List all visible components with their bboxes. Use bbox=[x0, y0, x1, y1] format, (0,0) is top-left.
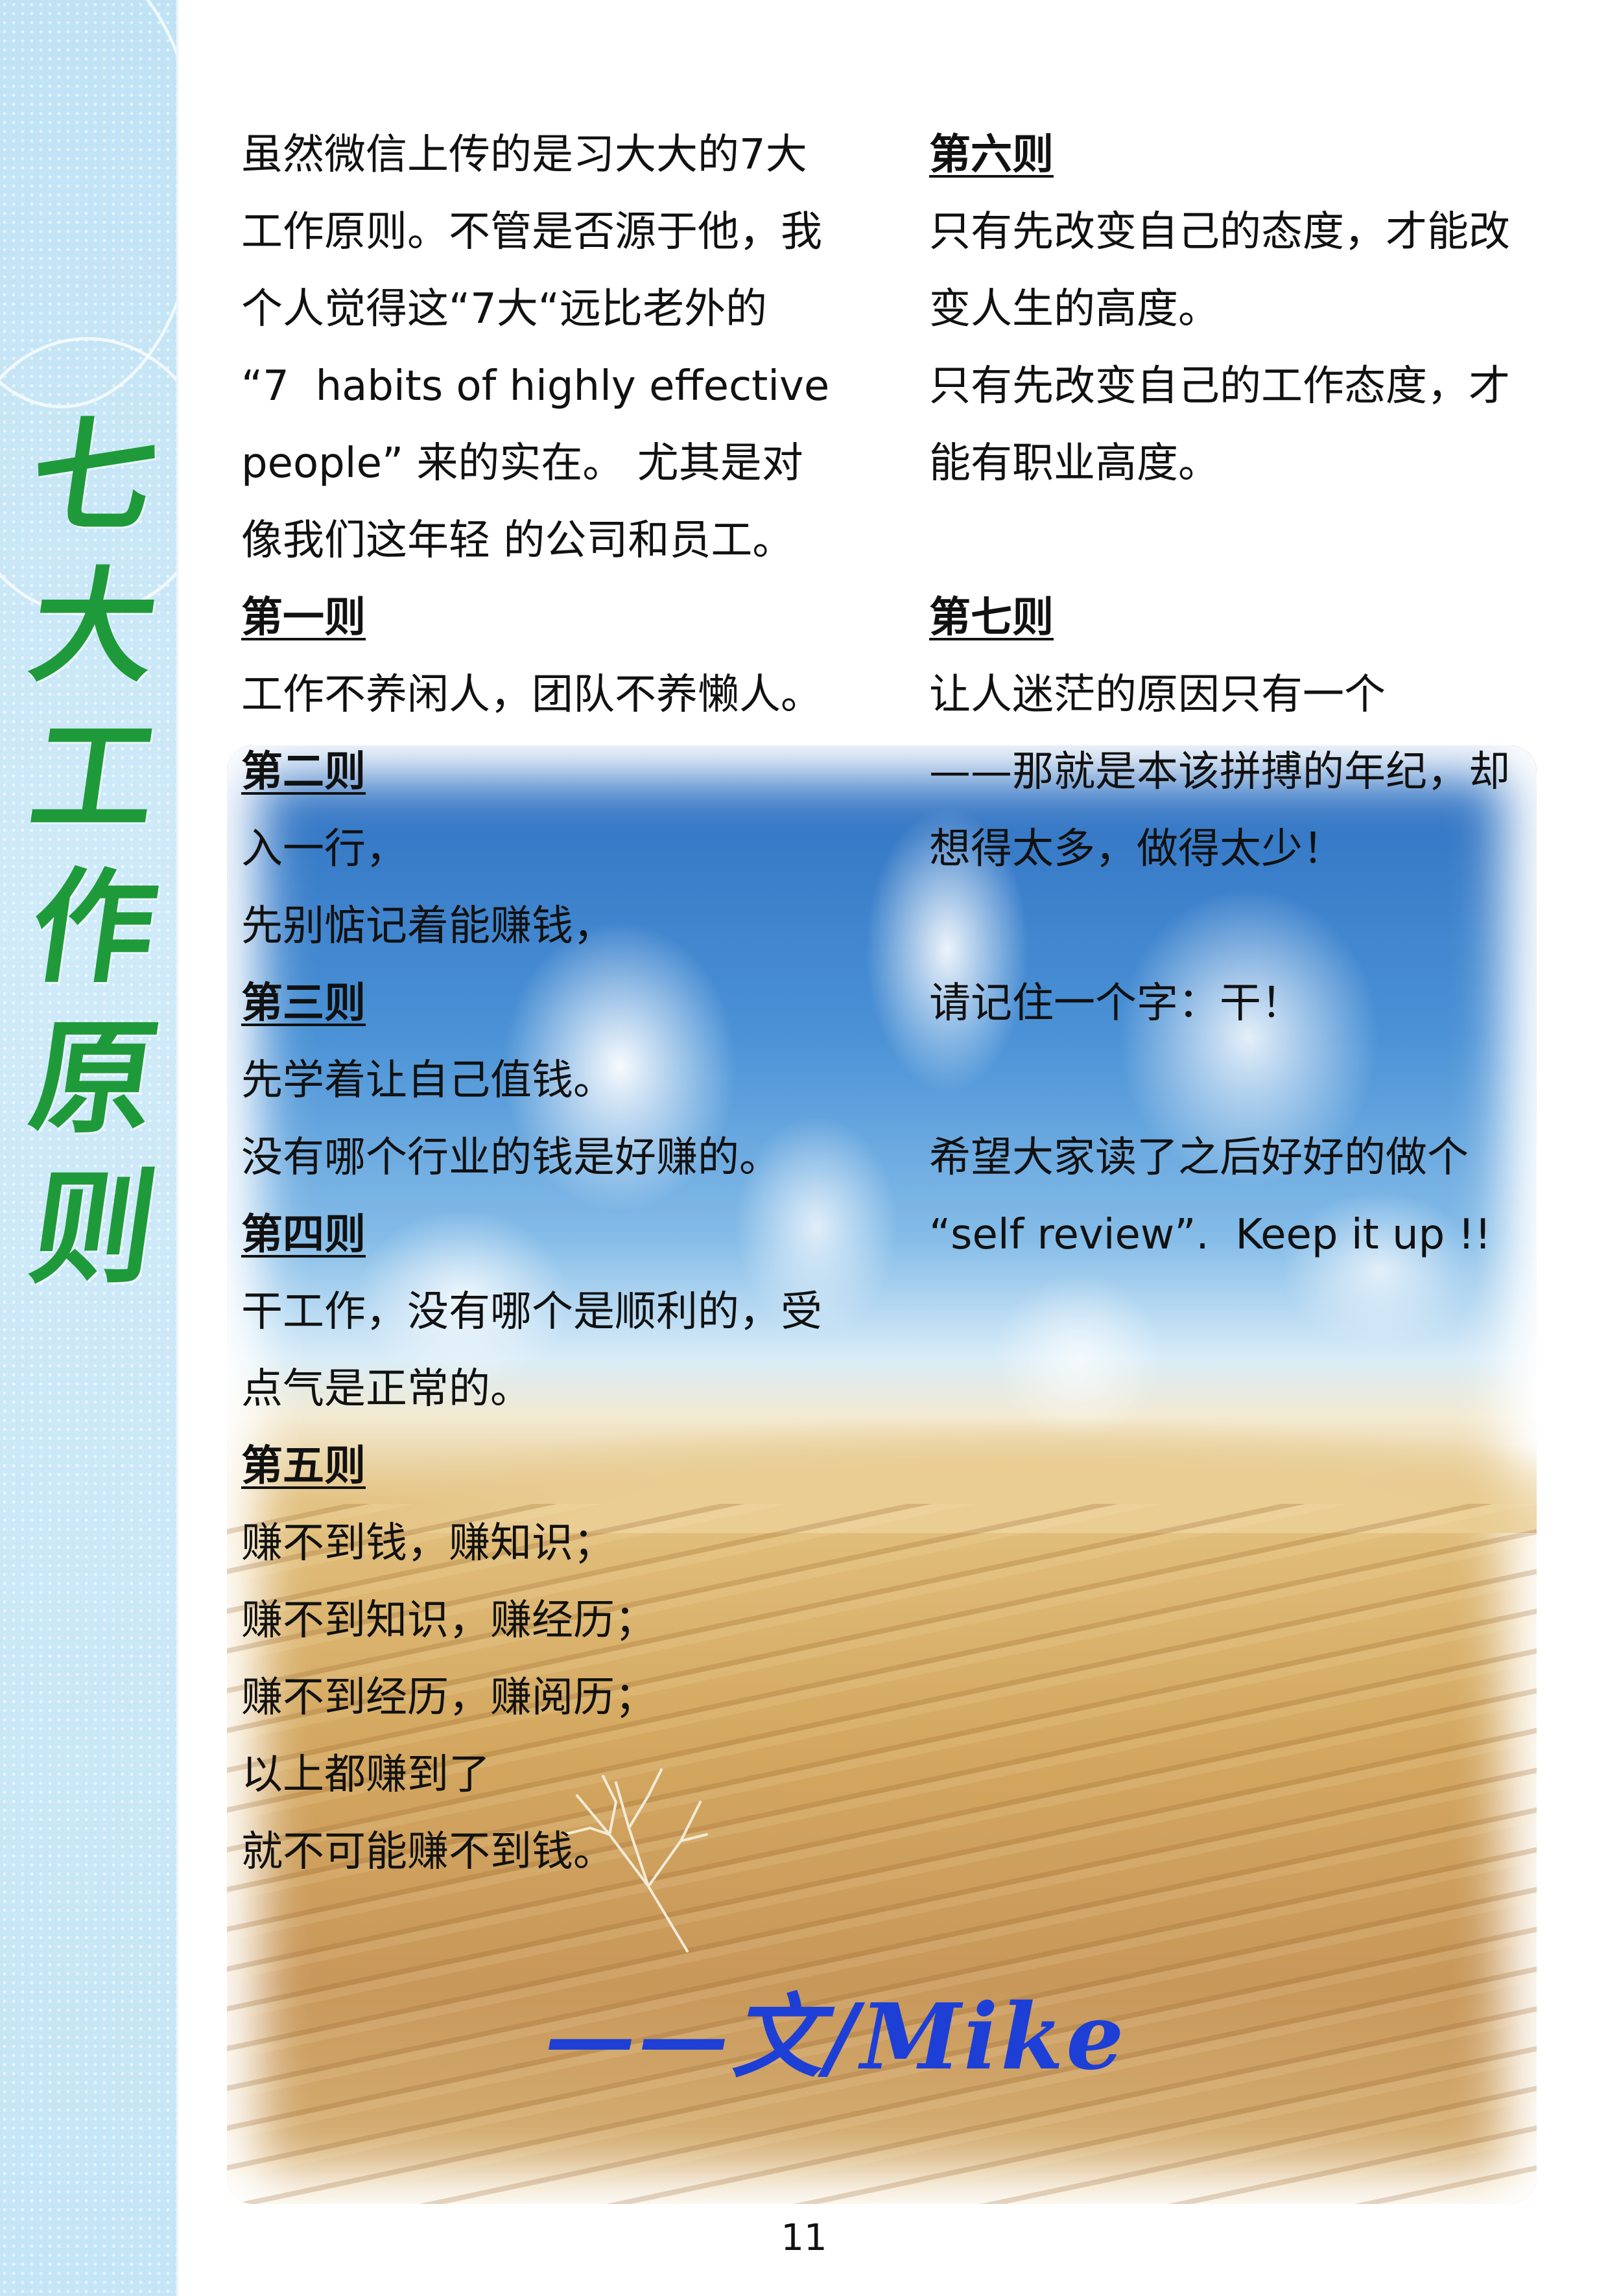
body-text: 先学着让自己值钱。 bbox=[241, 1057, 615, 1105]
body-text: 个人觉得这“7大“远比老外的 bbox=[241, 285, 768, 333]
side-title-char: 大 bbox=[22, 554, 166, 699]
section-heading: 第七则 bbox=[929, 594, 1054, 642]
section-heading: 第二则 bbox=[241, 748, 366, 796]
author-signature: ——文/Mike bbox=[545, 1984, 1127, 2091]
right-column: 第六则 只有先改变自己的态度，才能改 变人生的高度。 只有先改变自己的工作态度，… bbox=[929, 117, 1545, 1274]
body-text: 变人生的高度。 bbox=[929, 285, 1220, 333]
left-column: 虽然微信上传的是习大大的7大 工作原则。不管是否源于他，我 个人觉得这“7大“远… bbox=[241, 117, 851, 1891]
blank-line bbox=[929, 502, 1545, 580]
dry-twig-illustration bbox=[563, 1768, 708, 1952]
dune-ripples bbox=[227, 1504, 1537, 2204]
body-text: 先别惦记着能赚钱， bbox=[241, 902, 615, 950]
side-band: 七 大 工 作 原 则 bbox=[0, 0, 178, 2296]
dune-ridge bbox=[227, 1416, 1537, 1533]
body-text: 没有哪个行业的钱是好赚的。 bbox=[241, 1134, 781, 1182]
body-text: 干工作，没有哪个是顺利的，受 bbox=[241, 1288, 822, 1336]
body-text: 像我们这年轻 的公司和员工。 bbox=[241, 517, 794, 565]
body-text: 工作不养闲人，团队不养懒人。 bbox=[241, 671, 822, 719]
body-text: 赚不到知识，赚经历； bbox=[241, 1597, 656, 1645]
body-text: 点气是正常的。 bbox=[241, 1365, 532, 1413]
body-text: 能有职业高度。 bbox=[929, 439, 1220, 487]
decorative-ring bbox=[0, 337, 176, 616]
blank-line bbox=[929, 1042, 1545, 1119]
body-text: “7 habits of highly effective bbox=[241, 362, 830, 410]
section-heading: 第六则 bbox=[929, 131, 1054, 179]
body-text: 工作原则。不管是否源于他，我 bbox=[241, 208, 822, 256]
body-text: 只有先改变自己的态度，才能改 bbox=[929, 208, 1510, 256]
body-text: people” 来的实在。 尤其是对 bbox=[241, 439, 803, 487]
body-text: 请记住一个字：干！ bbox=[929, 979, 1303, 1027]
body-text: 想得太多，做得太少！ bbox=[929, 825, 1344, 873]
blank-line bbox=[929, 888, 1545, 965]
body-text: 就不可能赚不到钱。 bbox=[241, 1828, 615, 1876]
section-heading: 第四则 bbox=[241, 1211, 366, 1259]
section-heading: 第三则 bbox=[241, 979, 366, 1027]
side-title-char: 作 bbox=[22, 855, 166, 1000]
body-text: “self review”. Keep it up !! bbox=[929, 1211, 1491, 1259]
body-text: 只有先改变自己的工作态度，才 bbox=[929, 362, 1510, 410]
side-title-char: 七 bbox=[22, 404, 166, 548]
body-text: 赚不到经历，赚阅历； bbox=[241, 1674, 656, 1722]
body-text: 赚不到钱，赚知识； bbox=[241, 1519, 615, 1567]
section-heading: 第一则 bbox=[241, 594, 366, 642]
body-text: 让人迷茫的原因只有一个 bbox=[929, 671, 1386, 719]
side-title: 七 大 工 作 原 则 bbox=[22, 404, 166, 1300]
body-text: 入一行， bbox=[241, 825, 407, 873]
desert-sky-photo bbox=[227, 745, 1537, 2204]
page-number: 11 bbox=[781, 2217, 827, 2259]
body-text: 希望大家读了之后好好的做个 bbox=[929, 1134, 1469, 1182]
side-title-char: 工 bbox=[22, 705, 166, 849]
side-title-char: 则 bbox=[22, 1156, 166, 1300]
side-title-char: 原 bbox=[22, 1005, 166, 1150]
body-text: 以上都赚到了 bbox=[241, 1751, 490, 1799]
section-heading: 第五则 bbox=[241, 1442, 366, 1490]
body-text: ——那就是本该拼搏的年纪，却 bbox=[929, 748, 1510, 796]
body-text: 虽然微信上传的是习大大的7大 bbox=[241, 131, 807, 179]
